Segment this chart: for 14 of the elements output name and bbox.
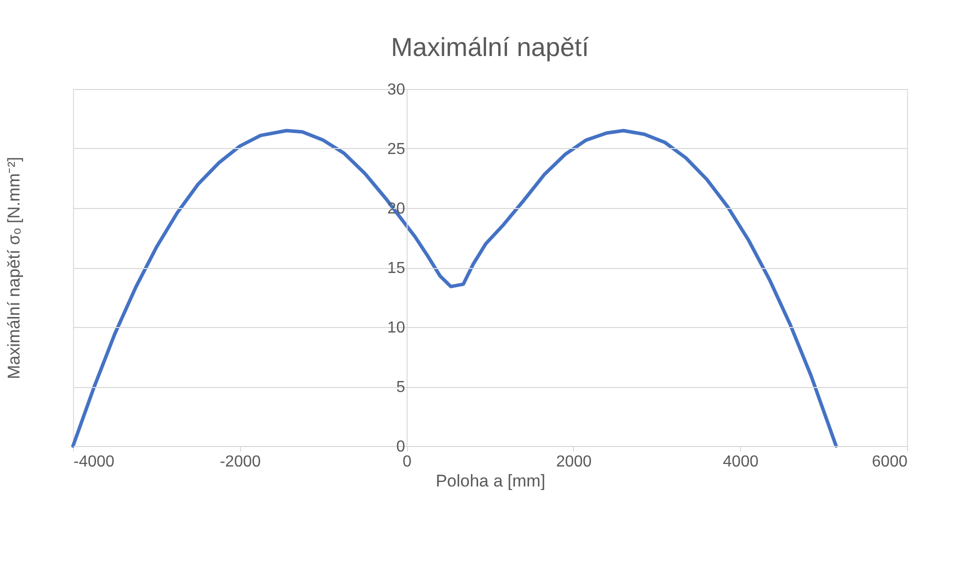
x-tick-label: 6000 — [872, 454, 908, 470]
y-tick-label: 30 — [387, 82, 406, 98]
chart-title: Maximální napětí — [391, 32, 590, 62]
y-tick-label: 25 — [387, 141, 406, 158]
y-tick-label: 10 — [387, 320, 406, 336]
x-axis-title: Poloha a [mm] — [436, 472, 546, 490]
x-tick-label: -4000 — [74, 454, 115, 470]
x-tick-label: 4000 — [722, 454, 759, 470]
y-tick-label: 15 — [387, 260, 406, 277]
y-axis-title: Maximální napětí σₒ [N.mm⁻²] — [4, 156, 24, 380]
y-tick-label: 5 — [396, 379, 406, 396]
x-tick-label: 2000 — [556, 454, 592, 470]
x-tick-label: -2000 — [220, 454, 261, 470]
y-tick-label: 0 — [396, 438, 406, 456]
